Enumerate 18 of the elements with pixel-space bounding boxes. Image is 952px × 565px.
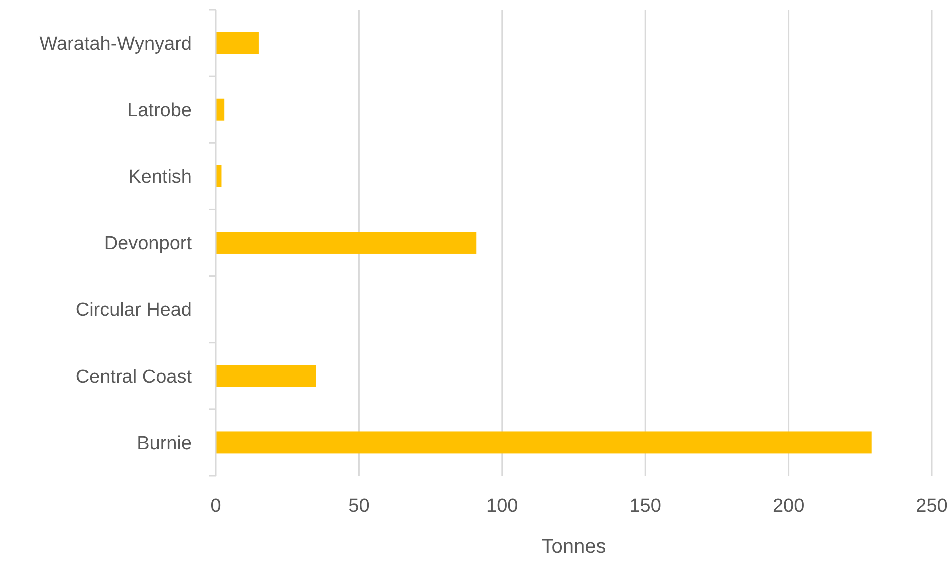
y-tick-label: Waratah-Wynyard <box>40 34 192 55</box>
bar <box>216 432 872 454</box>
bar <box>216 32 259 54</box>
y-tick-label: Circular Head <box>76 300 192 322</box>
x-tick-label: 200 <box>772 496 805 517</box>
bar <box>216 232 477 254</box>
x-tick-label: 100 <box>486 496 518 517</box>
x-tick-label: 50 <box>348 496 370 517</box>
x-axis-title: Tonnes <box>542 536 606 558</box>
y-tick-label: Devonport <box>104 234 193 255</box>
x-tick-label: 0 <box>210 496 222 517</box>
y-tick-label: Kentish <box>128 167 192 188</box>
y-tick-label: Central Coast <box>76 366 193 388</box>
y-tick-label: Burnie <box>137 433 192 454</box>
y-tick-label: Latrobe <box>128 100 192 122</box>
x-tick-label: 250 <box>916 496 948 517</box>
x-tick-label: 150 <box>630 496 662 517</box>
bar <box>216 365 316 388</box>
